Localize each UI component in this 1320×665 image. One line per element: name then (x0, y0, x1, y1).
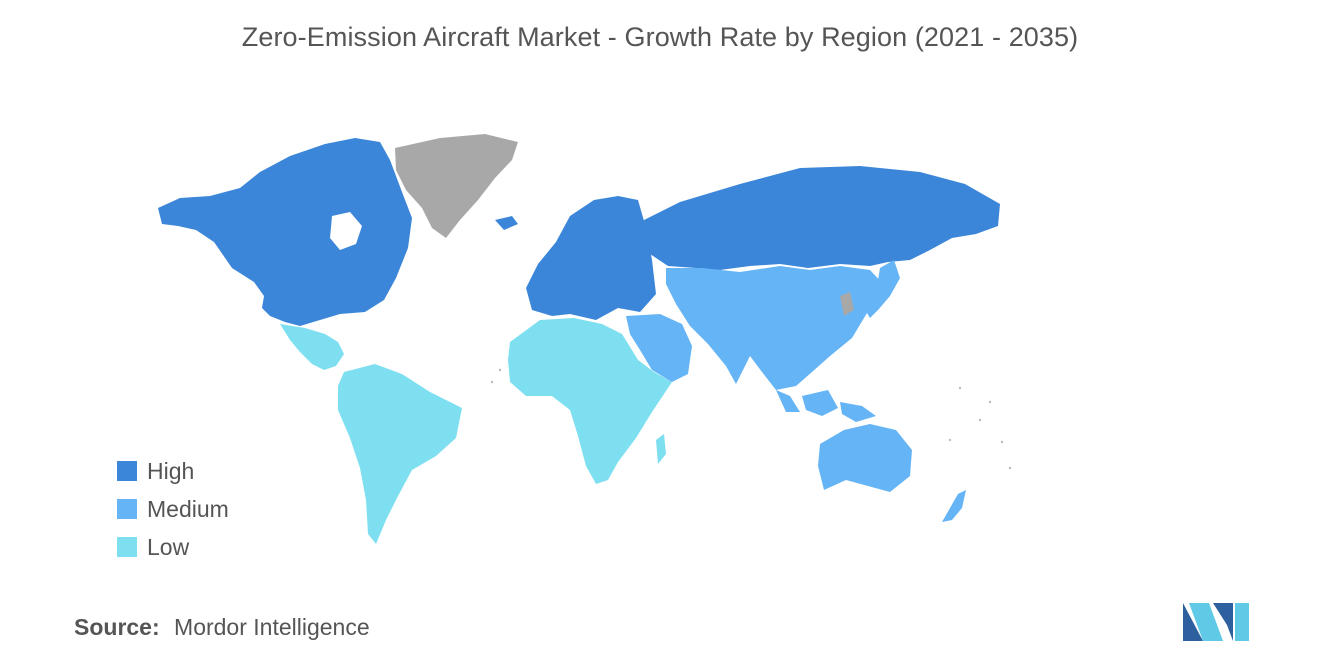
region-iceland (495, 216, 518, 230)
pacific-islands (490, 368, 1012, 470)
region-europe (526, 196, 656, 320)
mordor-intelligence-logo-icon (1183, 603, 1249, 641)
source-label: Source: (74, 614, 160, 640)
region-new-zealand (942, 490, 966, 522)
region-russia (640, 166, 1000, 270)
legend-label-low: Low (147, 533, 190, 560)
legend-swatch-high (117, 461, 137, 481)
region-greenland (395, 134, 518, 238)
region-southeast-asia (776, 390, 876, 422)
region-middle-east (626, 314, 692, 382)
region-south-america (338, 364, 462, 544)
region-korea (840, 292, 854, 316)
legend-label-high: High (147, 457, 195, 484)
legend-swatch-medium (117, 499, 137, 519)
legend: High Medium Low (117, 452, 229, 566)
region-madagascar (656, 434, 666, 464)
source-line: Source: Mordor Intelligence (74, 614, 370, 641)
legend-swatch-low (117, 537, 137, 557)
region-australia (818, 424, 912, 492)
legend-label-medium: Medium (147, 495, 229, 522)
world-map (158, 134, 1012, 544)
source-value: Mordor Intelligence (174, 614, 370, 640)
chart-title: Zero-Emission Aircraft Market - Growth R… (241, 22, 1079, 52)
region-latin-america-north (280, 324, 344, 370)
legend-item-medium: Medium (117, 490, 229, 528)
legend-item-low: Low (117, 528, 229, 566)
legend-item-high: High (117, 452, 229, 490)
region-japan (864, 260, 900, 318)
region-africa (508, 318, 672, 484)
region-asia-pacific (666, 266, 885, 390)
region-north-america (158, 138, 412, 326)
